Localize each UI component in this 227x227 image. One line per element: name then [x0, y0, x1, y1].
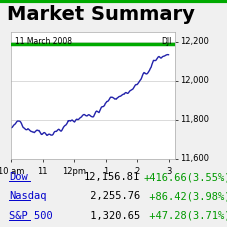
Text: Dow: Dow — [9, 172, 28, 182]
Text: +86.42(3.98%): +86.42(3.98%) — [143, 191, 227, 201]
Text: Nasdaq: Nasdaq — [9, 191, 47, 201]
Text: 2,255.76: 2,255.76 — [84, 191, 140, 201]
Text: 11 March 2008: 11 March 2008 — [15, 37, 72, 46]
Text: 12,200: 12,200 — [180, 37, 209, 46]
Text: 11,800: 11,800 — [180, 115, 209, 124]
Text: +47.28(3.71%): +47.28(3.71%) — [143, 211, 227, 221]
Text: S&P 500: S&P 500 — [9, 211, 53, 221]
Text: 11,600: 11,600 — [180, 154, 209, 163]
Text: +416.66(3.55%): +416.66(3.55%) — [143, 172, 227, 182]
Text: 12,156.81: 12,156.81 — [84, 172, 140, 182]
Text: 1,320.65: 1,320.65 — [84, 211, 140, 221]
Text: DJI: DJI — [161, 37, 172, 46]
Text: 12,000: 12,000 — [180, 76, 209, 85]
Text: Market Summary: Market Summary — [7, 5, 195, 24]
